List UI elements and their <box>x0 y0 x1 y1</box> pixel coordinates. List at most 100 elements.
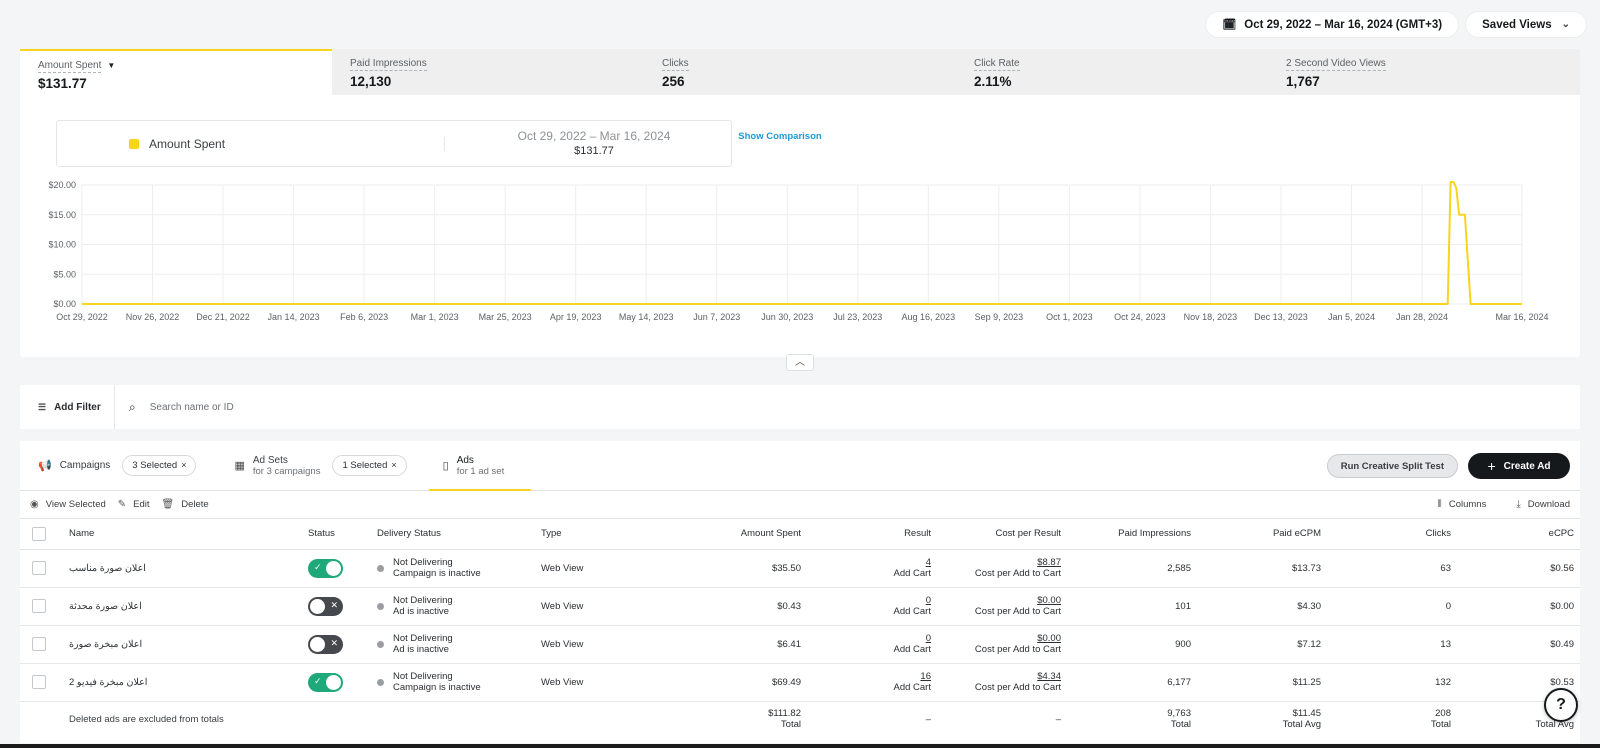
table-row[interactable]: اعلان مبخرة فيديو 2 ✓ Not Delivering Camp… <box>20 663 1580 702</box>
calendar-icon: 🗓 <box>1222 19 1237 31</box>
help-icon[interactable]: ? <box>1544 688 1578 722</box>
x-icon: ✕ <box>330 599 338 610</box>
collapse-chart-button[interactable]: ︿ <box>786 354 814 371</box>
paid-ecpm: $13.73 <box>1197 549 1327 588</box>
header-cost-per-result[interactable]: Cost per Result <box>937 519 1067 550</box>
x-tick-label: Jan 5, 2024 <box>1328 312 1375 322</box>
status-toggle[interactable]: ✓ <box>308 558 343 578</box>
columns-label: Columns <box>1448 499 1487 510</box>
select-all-checkbox[interactable] <box>32 526 46 541</box>
tab-ads[interactable]: ▯ Ads for 1 ad set <box>407 441 505 490</box>
metric-tab-paid-impressions[interactable]: Paid Impressions 12,130 <box>332 49 644 95</box>
y-tick-label: $0.00 <box>53 299 76 309</box>
metrics-card: Amount Spent ▼ $131.77 Paid Impressions 1… <box>20 49 1580 357</box>
legend-total: $131.77 <box>574 145 614 157</box>
totals-note: Deleted ads are excluded from totals <box>69 713 224 725</box>
show-comparison-link[interactable]: Show Comparison <box>738 131 822 142</box>
grid-icon: ▦ <box>234 460 245 472</box>
add-filter-label: Add Filter <box>54 401 101 413</box>
ecpc: $0.56 <box>1457 549 1580 588</box>
total-cost-per-result: – <box>1055 713 1061 725</box>
close-icon[interactable]: × <box>181 460 187 470</box>
delivery-status: Not Delivering <box>393 595 453 606</box>
metric-tab-video-views[interactable]: 2 Second Video Views 1,767 <box>1268 49 1580 95</box>
search-input[interactable]: ⌕ Search name or ID <box>115 400 234 415</box>
status-toggle[interactable]: ✓ <box>308 672 343 692</box>
run-creative-split-test-button[interactable]: Run Creative Split Test <box>1326 454 1458 478</box>
download-button[interactable]: ⤓ Download <box>1516 499 1570 510</box>
header-delivery-status[interactable]: Delivery Status <box>377 519 541 550</box>
ad-name[interactable]: اعلان مبخرة فيديو 2 <box>69 663 308 702</box>
metric-tab-click-rate[interactable]: Click Rate 2.11% <box>956 49 1268 95</box>
campaigns-selected-chip[interactable]: 3 Selected × <box>122 455 197 476</box>
metric-value: $131.77 <box>38 76 87 91</box>
metric-value: 12,130 <box>350 74 392 89</box>
x-tick-label: Oct 24, 2023 <box>1114 312 1166 322</box>
clicks: 0 <box>1327 587 1457 626</box>
legend-series-name: Amount Spent <box>149 136 226 151</box>
total-label: Total <box>1170 719 1191 731</box>
adsets-selected-chip[interactable]: 1 Selected × <box>332 455 407 476</box>
ad-name[interactable]: اعلان صورة مناسب <box>69 549 308 588</box>
clicks: 63 <box>1327 549 1457 588</box>
paid-ecpm: $11.25 <box>1197 663 1327 702</box>
metric-tabs: Amount Spent ▼ $131.77 Paid Impressions 1… <box>20 49 1580 95</box>
date-range-picker[interactable]: 🗓 Oct 29, 2022 – Mar 16, 2024 (GMT+3) <box>1206 12 1459 37</box>
status-toggle[interactable]: ✕ <box>308 634 343 654</box>
result-value[interactable]: 0 <box>925 633 931 644</box>
row-checkbox[interactable] <box>32 637 46 651</box>
saved-views-dropdown[interactable]: Saved Views ⌄ <box>1466 12 1586 37</box>
caret-down-icon[interactable]: ▼ <box>107 61 116 70</box>
close-icon[interactable]: × <box>391 460 397 470</box>
tab-ads-sub: for 1 ad set <box>456 465 505 477</box>
cost-per-result[interactable]: $0.00 <box>1037 633 1061 644</box>
result-value[interactable]: 16 <box>920 671 931 682</box>
amount-spent: $6.41 <box>631 625 807 664</box>
tab-campaigns[interactable]: 📢 Campaigns 3 Selected × <box>20 441 197 490</box>
header-status[interactable]: Status <box>308 519 377 550</box>
delete-button[interactable]: 🗑 Delete <box>162 499 209 510</box>
cost-per-result[interactable]: $0.00 <box>1037 595 1061 606</box>
metric-tab-amount-spent[interactable]: Amount Spent ▼ $131.77 <box>20 49 332 95</box>
header-clicks[interactable]: Clicks <box>1327 519 1457 550</box>
total-impressions: 9,763 <box>1167 708 1191 720</box>
table-row[interactable]: اعلان صورة مناسب ✓ Not Delivering Campaig… <box>20 549 1580 588</box>
header-amount-spent[interactable]: Amount Spent <box>631 519 807 550</box>
cost-per-result[interactable]: $4.34 <box>1037 671 1061 682</box>
columns-button[interactable]: ⦀ Columns <box>1437 499 1486 510</box>
clicks: 13 <box>1327 625 1457 664</box>
row-checkbox[interactable] <box>32 675 46 689</box>
total-avg-label: Total Avg <box>1535 719 1574 731</box>
metric-tab-clicks[interactable]: Clicks 256 <box>644 49 956 95</box>
table-row[interactable]: اعلان صورة محدثة ✕ Not Delivering Ad is i… <box>20 587 1580 626</box>
toggle-knob <box>310 636 325 652</box>
ad-name[interactable]: اعلان صورة محدثة <box>69 587 308 626</box>
header-result[interactable]: Result <box>807 519 937 550</box>
result-value[interactable]: 4 <box>925 557 931 568</box>
tab-campaigns-label: Campaigns <box>59 460 111 471</box>
add-filter-button[interactable]: ☰ Add Filter <box>20 385 115 429</box>
status-toggle[interactable]: ✕ <box>308 596 343 616</box>
x-icon: ✕ <box>330 637 338 648</box>
view-selected-button[interactable]: ◉ View Selected <box>30 499 106 510</box>
header-paid-impressions[interactable]: Paid Impressions <box>1067 519 1197 550</box>
header-name[interactable]: Name <box>69 519 308 550</box>
delivery-reason: Ad is inactive <box>393 606 449 617</box>
create-ad-button[interactable]: + Create Ad <box>1468 453 1570 479</box>
table-row[interactable]: اعلان مبخرة صورة ✕ Not Delivering Ad is i… <box>20 625 1580 664</box>
status-dot <box>377 678 384 686</box>
row-checkbox[interactable] <box>32 561 46 575</box>
header-ecpc[interactable]: eCPC <box>1457 519 1580 550</box>
bottom-strip <box>0 744 1600 748</box>
header-type[interactable]: Type <box>541 519 631 550</box>
row-checkbox[interactable] <box>32 599 46 613</box>
edit-button[interactable]: ✎ Edit <box>118 499 150 510</box>
result-value[interactable]: 0 <box>925 595 931 606</box>
cost-per-result[interactable]: $8.87 <box>1037 557 1061 568</box>
ad-name[interactable]: اعلان مبخرة صورة <box>69 625 308 664</box>
header-paid-ecpm[interactable]: Paid eCPM <box>1197 519 1327 550</box>
tab-ad-sets[interactable]: ▦ Ad Sets for 3 campaigns 1 Selected × <box>196 441 407 490</box>
x-tick-label: Jan 28, 2024 <box>1396 312 1448 322</box>
cost-per-result-type: Cost per Add to Cart <box>974 606 1061 617</box>
status-dot <box>377 602 384 610</box>
